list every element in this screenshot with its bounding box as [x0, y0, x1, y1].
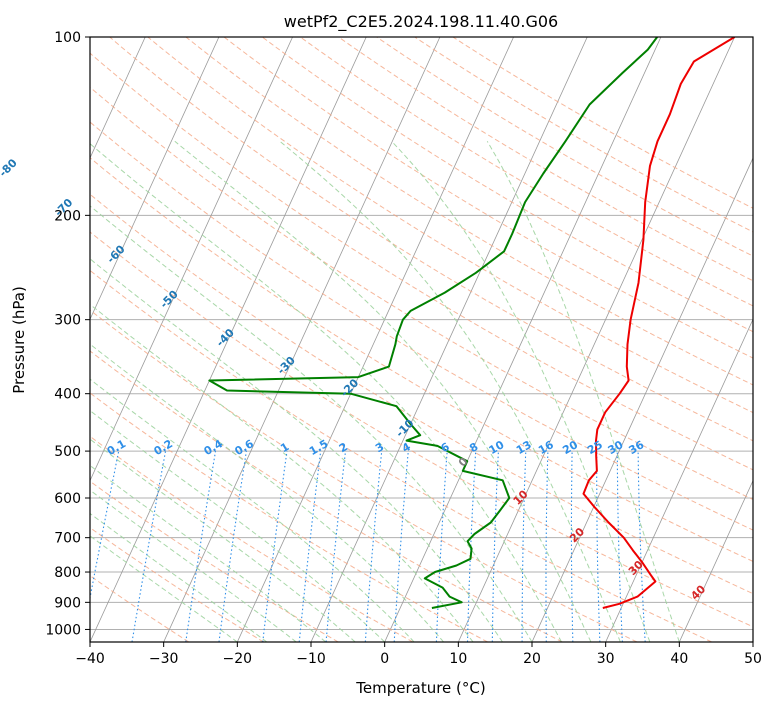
moist-adiabat-line	[90, 512, 268, 642]
dry-adiabat-line	[223, 37, 753, 359]
x-axis-title: Temperature (°C)	[355, 679, 485, 697]
isotherm-line	[605, 318, 753, 642]
dry-adiabat-line	[90, 193, 753, 595]
mixing-ratio-line	[90, 450, 120, 601]
y-tick-label: 500	[54, 444, 81, 460]
mixing-ratio-line	[131, 451, 167, 642]
dry-adiabat-line	[90, 157, 753, 562]
temperature-profile-line	[582, 37, 736, 609]
moist-adiabat-line	[391, 140, 651, 642]
series-layer	[208, 37, 736, 609]
moist-adiabat-line	[174, 140, 592, 642]
isotherm-line	[531, 157, 753, 642]
x-tick-label: 30	[597, 651, 615, 667]
x-tick-label: 50	[744, 651, 762, 667]
moist-adiabat-line	[279, 140, 621, 642]
x-tick-label: 20	[523, 651, 541, 667]
moist-adiabat-line	[90, 343, 444, 642]
dry-adiabat-line	[90, 350, 563, 642]
x-axis-ticks: −40 −30 −20 −10 0 10 20 30 40 50	[75, 642, 762, 667]
dry-adiabat-line	[90, 309, 638, 642]
dry-adiabat-line	[414, 37, 753, 233]
dry-adiabat-line	[90, 52, 753, 471]
dry-adiabat-line	[147, 37, 753, 414]
y-axis-title: Pressure (hPa)	[10, 286, 28, 394]
dry-adiabat-line	[90, 86, 753, 501]
isotherm-line	[90, 37, 293, 482]
isotherm-line	[163, 37, 441, 642]
moist-adiabat-line	[90, 489, 297, 642]
dry-adiabat-line	[90, 231, 753, 628]
dry-adiabat-line	[90, 121, 753, 531]
y-tick-label: 1000	[45, 622, 81, 638]
y-tick-label: 200	[54, 208, 81, 224]
y-axis-ticks: 1000 900 800 700 600 500 400 300 200 100	[45, 30, 90, 638]
moist-adiabat-line	[90, 438, 356, 642]
dewpoint-profile-line	[208, 37, 659, 609]
x-tick-label: −30	[149, 651, 179, 667]
x-tick-label: −10	[296, 651, 326, 667]
chart-title: wetPf2_C2E5.2024.198.11.40.G06	[284, 12, 558, 32]
isotherm-line	[90, 37, 220, 321]
x-tick-label: −40	[75, 651, 105, 667]
isotherm-label: -80	[0, 156, 20, 179]
mixing-ratio-line	[298, 451, 322, 642]
x-tick-label: −20	[223, 651, 253, 667]
isotherm-line	[90, 37, 367, 642]
mixing-ratio-line	[218, 451, 247, 642]
moist-adiabat-line	[90, 143, 562, 642]
y-tick-label: 600	[54, 491, 81, 507]
dry-adiabat-line	[300, 37, 753, 307]
moist-adiabat-line	[90, 409, 386, 642]
moist-adiabat-line	[486, 141, 680, 642]
dry-adiabat-line	[109, 37, 753, 442]
moist-adiabat-line	[90, 205, 533, 642]
y-tick-label: 700	[54, 531, 81, 547]
mixing-ratio-layer	[90, 450, 646, 642]
dry-adiabat-line	[90, 527, 264, 642]
moist-adiabat-line	[90, 258, 503, 642]
moist-adiabat-line	[90, 535, 238, 642]
dry-adiabat-line	[90, 392, 488, 642]
moist-adiabat-line	[90, 303, 474, 642]
y-tick-label: 400	[54, 387, 81, 403]
moist-adiabat-line	[90, 378, 415, 642]
isotherm-line	[678, 479, 753, 642]
y-tick-label: 900	[54, 595, 81, 611]
adiabat-layer	[90, 37, 753, 642]
y-tick-label: 100	[54, 30, 81, 46]
y-tick-label: 300	[54, 313, 81, 329]
x-tick-label: 40	[670, 651, 688, 667]
moist-adiabat-line	[90, 464, 327, 642]
plot-frame	[89, 36, 754, 643]
dry-adiabat-line	[185, 37, 753, 386]
mixing-ratio-line	[262, 451, 288, 642]
dry-adiabat-line	[90, 269, 712, 642]
x-tick-label: 10	[449, 651, 467, 667]
isotherm-line	[752, 641, 753, 642]
y-tick-label: 800	[54, 565, 81, 581]
x-tick-label: 0	[380, 651, 389, 667]
isotherm-line	[384, 37, 662, 642]
isotherm-line	[236, 37, 514, 642]
dry-adiabat-line	[452, 37, 753, 209]
mixing-ratio-line	[185, 451, 217, 642]
plot-background	[90, 37, 753, 642]
isotherm-line	[90, 37, 146, 159]
